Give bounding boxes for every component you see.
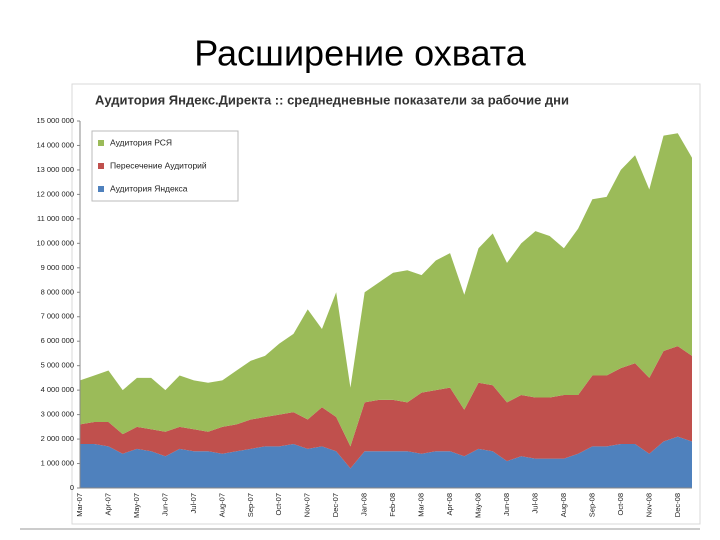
y-tick-label: 15 000 000 bbox=[36, 116, 74, 125]
x-tick-label: Nov-08 bbox=[644, 493, 653, 517]
x-tick-label: Apr-07 bbox=[103, 493, 112, 516]
x-tick-label: Apr-08 bbox=[445, 493, 454, 516]
y-tick-label: 14 000 000 bbox=[36, 140, 74, 149]
x-tick-label: Aug-08 bbox=[559, 493, 568, 517]
slide-title: Расширение охвата bbox=[194, 33, 527, 74]
area bbox=[80, 346, 692, 469]
x-tick-label: Jan-08 bbox=[360, 493, 369, 516]
chart-title: Аудитория Яндекс.Директа :: среднедневны… bbox=[95, 92, 569, 107]
y-tick-label: 13 000 000 bbox=[36, 165, 74, 174]
x-tick-label: May-07 bbox=[132, 493, 141, 518]
legend-label: Аудитория Яндекса bbox=[110, 183, 188, 193]
x-tick-label: Oct-07 bbox=[274, 493, 283, 516]
y-tick-label: 9 000 000 bbox=[41, 263, 74, 272]
y-tick-label: 3 000 000 bbox=[41, 410, 74, 419]
legend-swatch bbox=[98, 140, 104, 146]
legend-box bbox=[91, 130, 239, 202]
y-tick-label: 5 000 000 bbox=[41, 361, 74, 370]
area bbox=[80, 436, 692, 488]
y-tick-label: 2 000 000 bbox=[41, 434, 74, 443]
x-tick-label: Sep-08 bbox=[587, 493, 596, 517]
area bbox=[80, 133, 692, 447]
y-tick-label: 0 bbox=[70, 483, 74, 492]
x-tick-label: Sep-07 bbox=[246, 493, 255, 517]
y-tick-label: 6 000 000 bbox=[41, 336, 74, 345]
x-tick-label: Nov-07 bbox=[303, 493, 312, 517]
y-tick-label: 4 000 000 bbox=[41, 385, 74, 394]
y-tick-label: 7 000 000 bbox=[41, 312, 74, 321]
x-tick-label: Dec-08 bbox=[673, 493, 682, 517]
legend-label: Аудитория РСЯ bbox=[110, 137, 172, 147]
x-tick-label: Aug-07 bbox=[217, 493, 226, 517]
legend-label: Пересечение Аудиторий bbox=[110, 160, 207, 170]
y-tick-label: 11 000 000 bbox=[37, 214, 74, 223]
legend-swatch bbox=[98, 186, 104, 192]
x-tick-label: Jul-08 bbox=[530, 493, 539, 513]
x-tick-label: Jun-07 bbox=[160, 493, 169, 516]
y-tick-label: 8 000 000 bbox=[41, 287, 74, 296]
y-tick-label: 10 000 000 bbox=[36, 238, 74, 247]
x-tick-label: Feb-08 bbox=[388, 493, 397, 517]
x-tick-label: Jun-08 bbox=[502, 493, 511, 516]
y-tick-label: 12 000 000 bbox=[36, 189, 74, 198]
x-tick-label: May-08 bbox=[473, 493, 482, 518]
x-tick-label: Jul-07 bbox=[189, 493, 198, 513]
x-tick-label: Oct-08 bbox=[616, 493, 625, 516]
y-tick-label: 1 000 000 bbox=[41, 459, 74, 468]
x-tick-label: Mar-07 bbox=[75, 493, 84, 517]
x-tick-label: Dec-07 bbox=[331, 493, 340, 517]
x-tick-label: Mar-08 bbox=[417, 493, 426, 517]
legend-swatch bbox=[98, 163, 104, 169]
legend: Аудитория РСЯ Пересечение Аудиторий Аудито… bbox=[91, 130, 239, 202]
